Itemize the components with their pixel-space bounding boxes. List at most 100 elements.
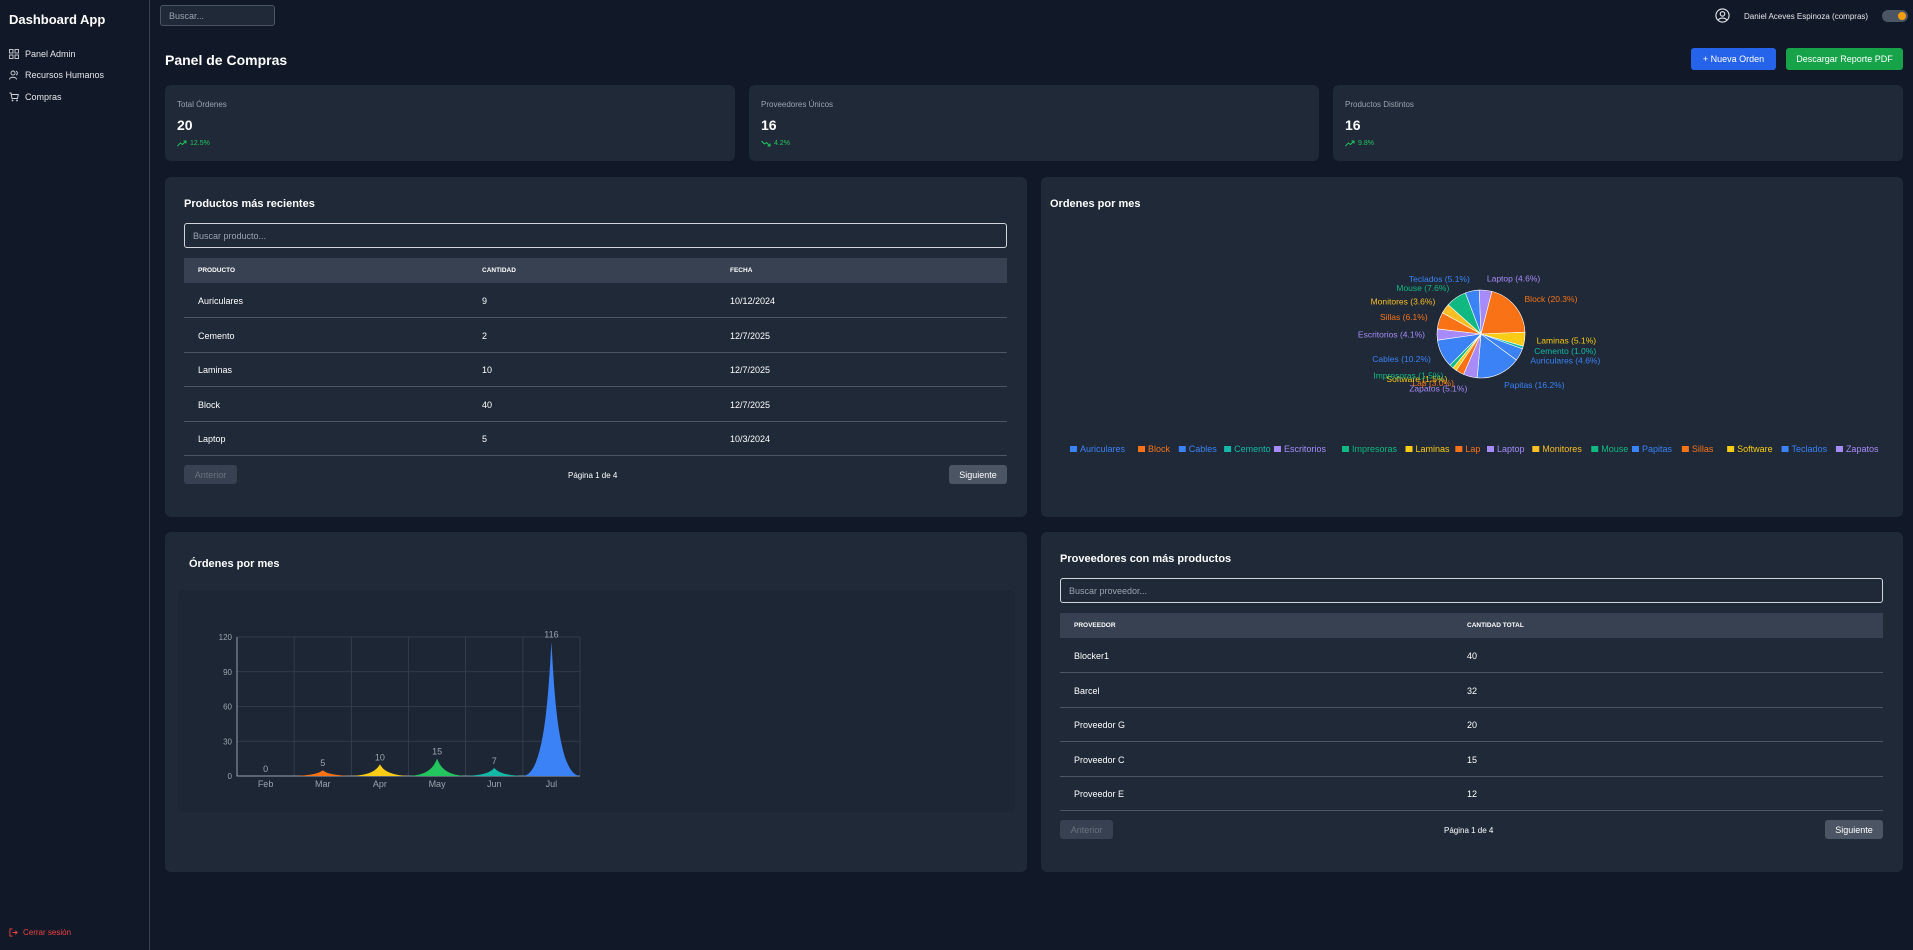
legend-swatch: [1532, 446, 1540, 452]
legend-swatch: [1455, 446, 1463, 452]
user-circle-icon[interactable]: [1715, 8, 1730, 23]
suppliers-table-header: PROVEEDOR CANTIDAD TOTAL: [1060, 613, 1883, 638]
table-row[interactable]: Proveedor C 15: [1060, 743, 1883, 777]
legend-item[interactable]: Cemento: [1234, 444, 1271, 454]
sidebar-item-recursos-humanos[interactable]: Recursos Humanos: [9, 70, 104, 80]
legend-item[interactable]: Monitores: [1542, 444, 1582, 454]
pie-chart: Block (20.3%) Laminas (5.1%)Cemento (1.0%…: [1070, 273, 1879, 454]
data-label: 0: [263, 764, 268, 774]
y-tick-label: 30: [223, 737, 232, 746]
legend-item[interactable]: Escritorios: [1284, 444, 1327, 454]
x-tick-label: Apr: [373, 779, 387, 789]
table-row[interactable]: Proveedor G 20: [1060, 708, 1883, 742]
legend-item[interactable]: Block: [1148, 444, 1171, 454]
table-cell: Barcel: [1074, 685, 1100, 696]
data-label: 10: [375, 752, 385, 762]
area-spike-mar[interactable]: [294, 770, 352, 776]
table-cell: 10/12/2024: [730, 296, 776, 306]
table-cell: Proveedor C: [1074, 754, 1125, 765]
column-header[interactable]: CANTIDAD TOTAL: [1467, 622, 1524, 629]
products-prev-button[interactable]: Anterior: [184, 465, 237, 484]
table-cell: Laptop: [198, 434, 226, 444]
download-pdf-button[interactable]: Descargar Reporte PDF: [1786, 48, 1903, 70]
pie-slice-label: Teclados (5.1%): [1409, 274, 1470, 284]
legend-item[interactable]: Auriculares: [1080, 444, 1126, 454]
table-row[interactable]: Laminas 10 12/7/2025: [184, 353, 1007, 387]
suppliers-next-button[interactable]: Siguiente: [1825, 820, 1883, 839]
column-header[interactable]: PRODUCTO: [198, 267, 236, 274]
stat-trend: 9.8%: [1345, 140, 1374, 147]
theme-toggle[interactable]: [1882, 10, 1908, 22]
legend-item[interactable]: Laptop: [1497, 444, 1525, 454]
stat-value: 16: [761, 117, 777, 133]
legend-item[interactable]: Mouse: [1601, 444, 1628, 454]
sidebar-item-panel-admin[interactable]: Panel Admin: [9, 49, 76, 59]
table-cell: Cemento: [198, 330, 235, 341]
area-spike-apr[interactable]: [351, 764, 409, 776]
area-spike-jul[interactable]: [522, 641, 580, 776]
legend-item[interactable]: Zapatos: [1846, 444, 1879, 454]
stat-trend-value: 12.5%: [190, 140, 210, 147]
data-label: 7: [492, 756, 497, 766]
column-header[interactable]: FECHA: [730, 267, 753, 274]
stat-label: Total Órdenes: [177, 100, 227, 109]
data-label: 5: [320, 758, 325, 768]
grid-icon: [9, 49, 19, 59]
x-tick-label: Jul: [546, 779, 558, 789]
table-row[interactable]: Proveedor E 12: [1060, 777, 1883, 811]
legend-item[interactable]: Papitas: [1642, 444, 1673, 454]
legend-swatch: [1487, 446, 1494, 452]
legend-item[interactable]: Software: [1737, 444, 1773, 454]
global-search-input[interactable]: [160, 5, 275, 26]
stat-value: 16: [1345, 117, 1361, 133]
pie-slice-label: Sillas (6.1%): [1380, 312, 1428, 322]
suppliers-prev-button[interactable]: Anterior: [1060, 820, 1113, 839]
area-spike-jun[interactable]: [465, 767, 523, 776]
legend-item[interactable]: Teclados: [1792, 444, 1828, 454]
legend-item[interactable]: Impresoras: [1352, 444, 1398, 454]
legend-swatch: [1224, 446, 1232, 452]
column-header[interactable]: CANTIDAD: [482, 267, 516, 274]
table-row[interactable]: Barcel 32: [1060, 674, 1883, 708]
sidebar: Dashboard App Panel Admin Recursos Human…: [0, 0, 150, 950]
table-row[interactable]: Auriculares 9 10/12/2024: [184, 284, 1007, 318]
x-tick-label: Feb: [258, 779, 274, 789]
pie-slice-papitas[interactable]: [1476, 333, 1517, 379]
logout-button[interactable]: Cerrar sesión: [9, 928, 71, 937]
page-title: Panel de Compras: [165, 52, 288, 68]
stat-label: Proveedores Únicos: [761, 100, 834, 109]
sidebar-item-compras[interactable]: Compras: [9, 92, 62, 102]
table-cell: Blocker1: [1074, 651, 1110, 661]
pie-slice-label: Cables (10.2%): [1372, 354, 1431, 364]
supplier-search-input[interactable]: [1060, 578, 1883, 603]
table-row[interactable]: Block 40 12/7/2025: [184, 388, 1007, 422]
data-label: 15: [432, 747, 442, 757]
table-row[interactable]: Blocker1 40: [1060, 639, 1883, 673]
table-row[interactable]: Laptop 5 10/3/2024: [184, 422, 1007, 456]
pie-slice-block[interactable]: [1480, 291, 1526, 335]
table-cell: 12/7/2025: [730, 365, 771, 375]
legend-item[interactable]: Sillas: [1692, 444, 1714, 454]
user-name: Daniel Aceves Espinoza (compras): [1744, 12, 1869, 21]
products-next-button[interactable]: Siguiente: [949, 465, 1007, 484]
product-search-input[interactable]: [184, 223, 1007, 248]
pie-slice-label: Monitores (3.6%): [1371, 297, 1436, 307]
legend-item[interactable]: Laminas: [1416, 444, 1451, 454]
legend-swatch: [1070, 446, 1077, 452]
pie-slice-laptop[interactable]: [1478, 289, 1493, 335]
table-cell: Laminas: [198, 365, 233, 375]
column-header[interactable]: PROVEEDOR: [1074, 622, 1116, 629]
table-cell: 10/3/2024: [730, 434, 771, 444]
legend-item[interactable]: Lap: [1465, 444, 1480, 454]
table-cell: Proveedor G: [1074, 720, 1126, 730]
table-row[interactable]: Cemento 2 12/7/2025: [184, 319, 1007, 353]
y-tick-label: 60: [223, 703, 232, 712]
new-order-button[interactable]: + Nueva Orden: [1691, 48, 1776, 70]
area-spike-may[interactable]: [408, 758, 466, 776]
app-brand: Dashboard App: [9, 12, 106, 27]
legend-item[interactable]: Cables: [1189, 444, 1218, 454]
legend-swatch: [1781, 446, 1789, 452]
stat-card-unique-suppliers: Proveedores Únicos 16 4.2%: [749, 85, 1319, 161]
table-cell: 12/7/2025: [730, 399, 771, 410]
stat-card-total-orders: Total Órdenes 20 12.5%: [165, 85, 735, 161]
